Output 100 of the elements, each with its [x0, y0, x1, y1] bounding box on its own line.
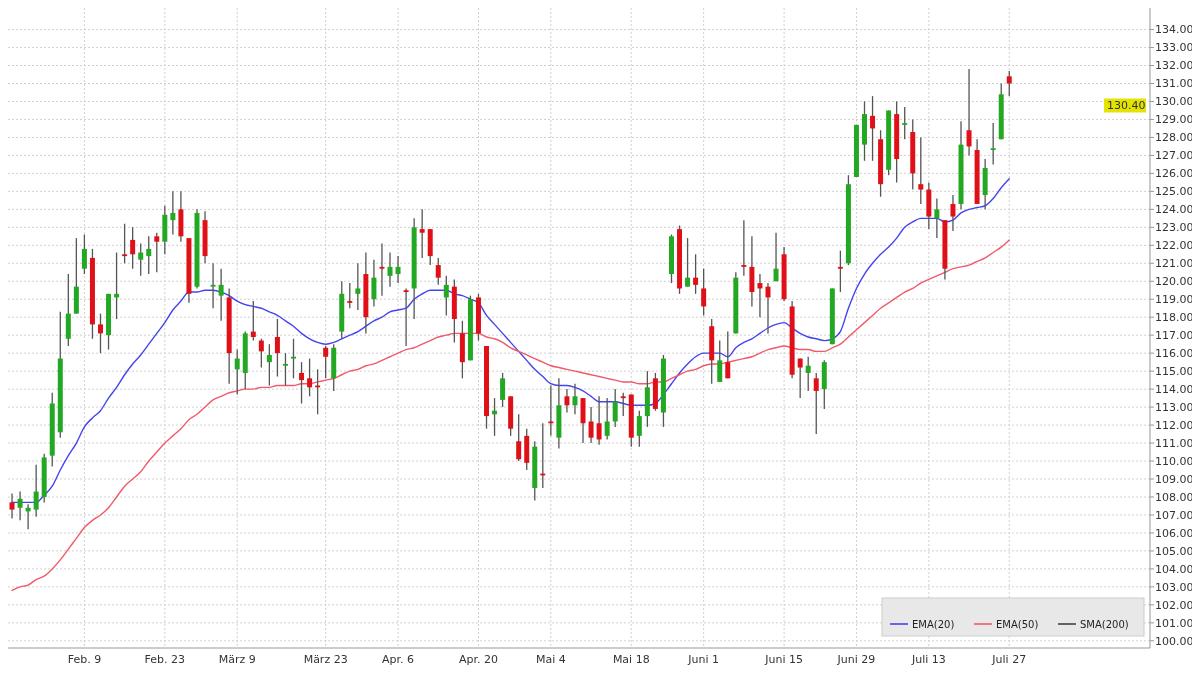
y-tick-label: 111.00 — [1155, 436, 1194, 450]
legend-label: EMA(20) — [912, 618, 955, 630]
y-tick-label: 122.00 — [1155, 239, 1194, 253]
candlestick — [291, 338, 296, 379]
x-tick-label: Mai 18 — [612, 653, 650, 666]
y-tick-label: 104.00 — [1155, 562, 1194, 576]
candlestick — [805, 356, 811, 392]
candlestick — [693, 253, 699, 295]
x-tick-label: Apr. 20 — [458, 653, 498, 666]
candlestick — [765, 282, 771, 335]
y-tick-label: 113.00 — [1155, 400, 1194, 414]
candlestick — [773, 232, 779, 282]
candlestick — [282, 352, 288, 387]
candlestick — [33, 463, 39, 518]
candlestick — [990, 122, 996, 166]
candlestick — [717, 339, 723, 383]
candlestick — [612, 388, 618, 428]
x-tick-label: Feb. 9 — [67, 653, 102, 666]
y-tick-label: 100.00 — [1155, 634, 1194, 648]
candlestick — [548, 384, 554, 437]
candlestick — [934, 197, 940, 239]
candlestick — [130, 226, 136, 270]
candlestick — [725, 330, 731, 379]
legend-label: EMA(50) — [996, 618, 1039, 630]
candlestick — [813, 372, 819, 435]
candlestick — [97, 312, 103, 354]
candlestick — [371, 259, 377, 308]
y-tick-label: 131.00 — [1155, 77, 1194, 91]
candlestick — [797, 357, 803, 399]
x-tick-label: Juni 1 — [687, 653, 720, 666]
candlestick — [902, 106, 908, 140]
candlestick — [9, 492, 15, 520]
x-tick-label: Mai 4 — [535, 653, 566, 666]
y-tick-label: 118.00 — [1155, 311, 1194, 325]
x-tick-label: März 9 — [218, 653, 256, 666]
x-tick-label: Apr. 6 — [382, 653, 415, 666]
y-tick-label: 105.00 — [1155, 544, 1194, 558]
candlestick — [122, 223, 128, 264]
candlestick — [1006, 70, 1012, 97]
candlestick — [274, 318, 280, 378]
candlestick — [154, 232, 160, 273]
y-tick-label: 132.00 — [1155, 59, 1194, 73]
candlestick — [299, 361, 305, 405]
candlestick — [741, 219, 747, 277]
candlestick — [266, 343, 272, 387]
y-tick-label: 126.00 — [1155, 167, 1194, 181]
candlestick — [138, 242, 144, 277]
y-tick-label: 101.00 — [1155, 616, 1194, 630]
candlestick — [966, 68, 972, 157]
candlestick — [636, 410, 642, 448]
candlestick — [604, 397, 610, 441]
y-tick-label: 102.00 — [1155, 598, 1194, 612]
annotation: 130.40 — [1107, 99, 1146, 113]
y-tick-label: 116.00 — [1155, 347, 1194, 361]
x-tick-label: Feb. 23 — [144, 653, 186, 666]
y-tick-label: 119.00 — [1155, 293, 1194, 307]
candlestick — [379, 242, 385, 297]
candlestick — [870, 95, 876, 162]
y-tick-label: 114.00 — [1155, 382, 1194, 396]
candlestick — [572, 383, 578, 415]
y-tick-label: 117.00 — [1155, 329, 1194, 343]
candlestick — [596, 395, 602, 446]
candlestick — [395, 255, 401, 284]
y-tick-label: 120.00 — [1155, 275, 1194, 289]
x-tick-label: Juni 29 — [836, 653, 876, 666]
candlestick — [347, 282, 353, 309]
y-tick-label: 121.00 — [1155, 257, 1194, 271]
candlestick — [234, 348, 240, 396]
candlestick — [419, 208, 425, 259]
candlestick — [918, 136, 924, 205]
y-tick-label: 128.00 — [1155, 131, 1194, 145]
legend-label: SMA(200) — [1080, 618, 1129, 630]
candlestick — [564, 388, 570, 414]
candlestick — [685, 237, 691, 288]
y-tick-label: 133.00 — [1155, 41, 1194, 55]
candlestick — [146, 235, 152, 275]
y-tick-label: 106.00 — [1155, 526, 1194, 540]
candlestick — [950, 194, 956, 232]
candlestick — [210, 262, 216, 309]
y-tick-label: 129.00 — [1155, 113, 1194, 127]
line-series — [11, 239, 1010, 592]
y-tick-label: 103.00 — [1155, 580, 1194, 594]
y-tick-label: 134.00 — [1155, 23, 1194, 37]
y-tick-label: 112.00 — [1155, 418, 1194, 432]
candlestick — [443, 275, 449, 317]
y-tick-label: 108.00 — [1155, 490, 1194, 504]
candlestick — [218, 268, 224, 322]
y-tick-label: 125.00 — [1155, 185, 1194, 199]
candlestick — [307, 357, 313, 397]
y-tick-label: 130.00 — [1155, 95, 1194, 109]
candlestick — [250, 300, 256, 342]
candlestick — [588, 406, 594, 444]
y-tick-label: 123.00 — [1155, 221, 1194, 235]
y-tick-label: 115.00 — [1155, 365, 1194, 378]
candlestick — [701, 268, 707, 317]
candlestick — [403, 287, 409, 347]
candlestick — [258, 338, 264, 369]
x-tick-label: März 23 — [303, 653, 348, 666]
x-tick-label: Juli 13 — [910, 653, 946, 666]
candlestick — [323, 345, 329, 379]
